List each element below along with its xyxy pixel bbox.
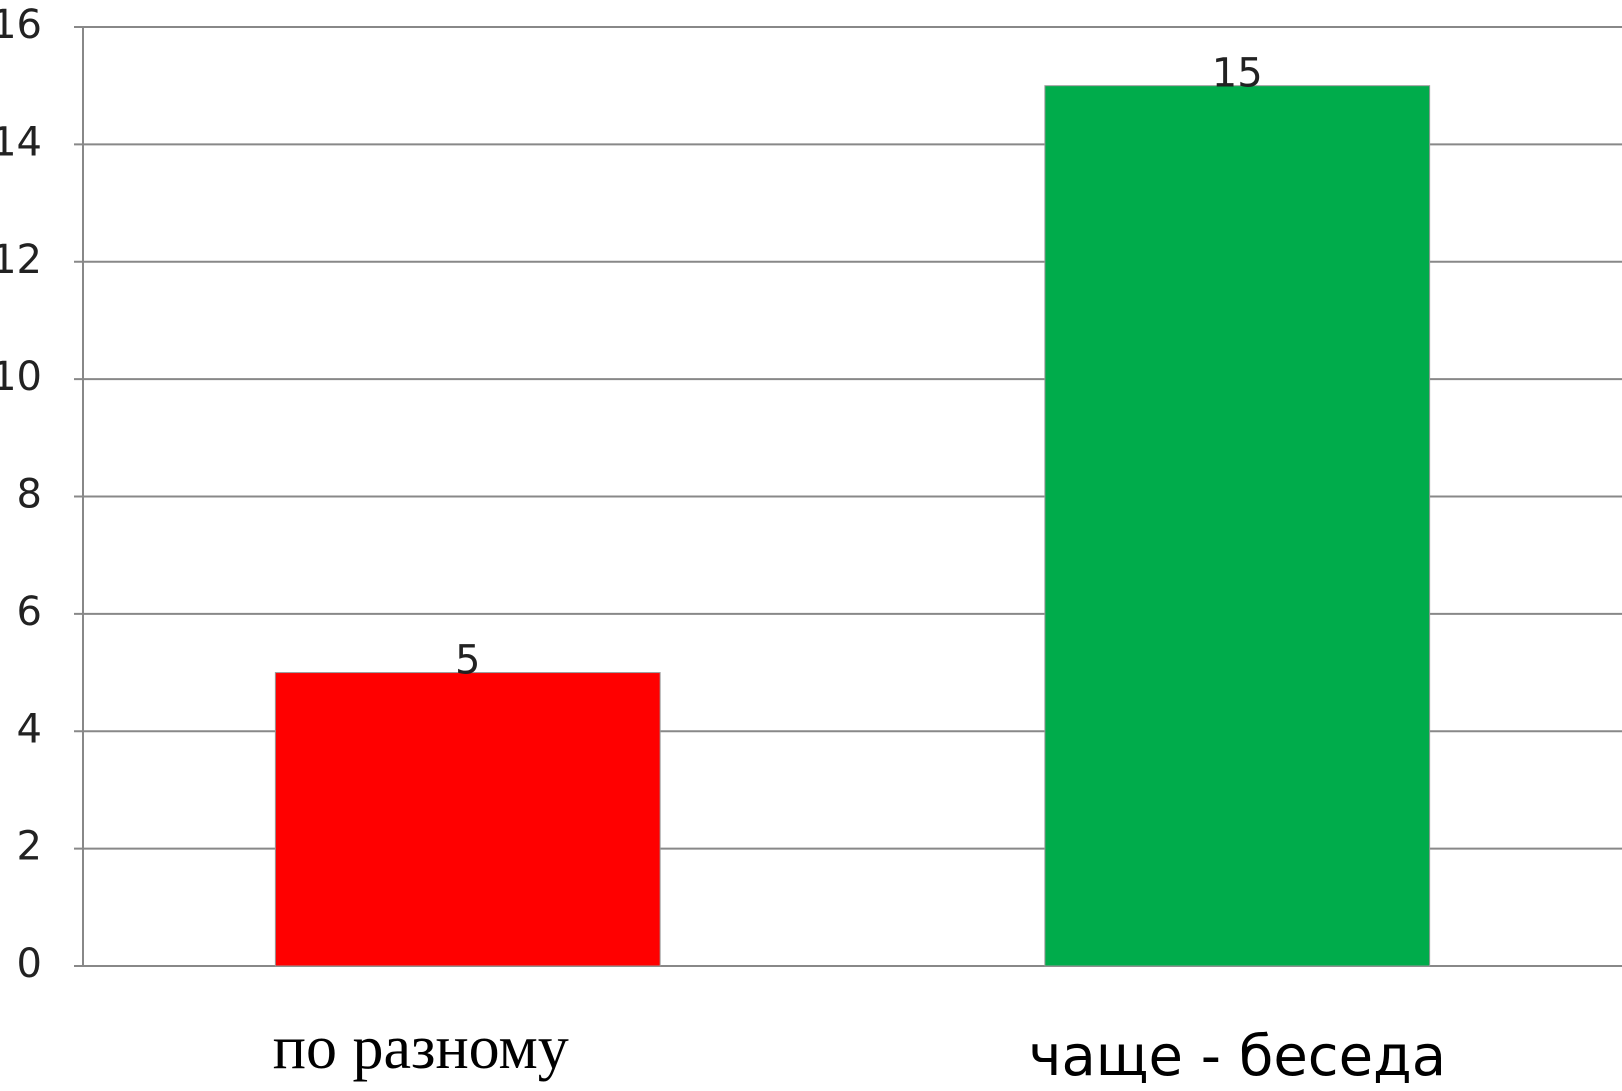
- y-tick-label: 10: [0, 354, 42, 400]
- y-tick-label: 0: [17, 941, 42, 987]
- data-label: 15: [1212, 51, 1263, 97]
- x-tick-label: по разному: [273, 1014, 569, 1082]
- data-label: 5: [455, 638, 480, 684]
- y-tick-label: 8: [17, 472, 42, 518]
- y-tick-label: 4: [17, 706, 42, 752]
- y-tick-label: 12: [0, 237, 42, 283]
- y-tick-label: 14: [0, 119, 42, 165]
- x-tick-label: чаще - беседа: [1028, 1024, 1446, 1089]
- y-tick-label: 2: [17, 824, 42, 870]
- y-tick-label: 16: [0, 2, 42, 48]
- y-tick-label: 6: [17, 589, 42, 635]
- bar: [1044, 85, 1431, 967]
- bar: [274, 672, 661, 967]
